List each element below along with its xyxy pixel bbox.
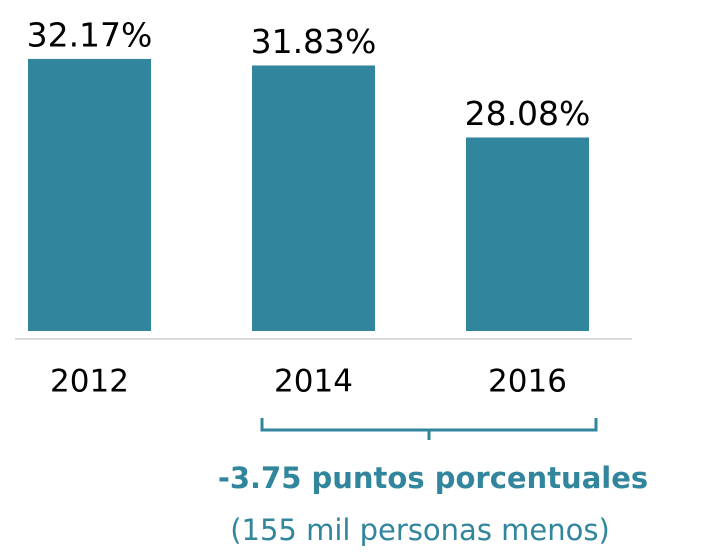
annotation-main: -3.75 puntos porcentuales: [218, 461, 648, 495]
bracket: [260, 418, 598, 440]
annotation-sub: (155 mil personas menos): [230, 513, 610, 547]
value-label: 28.08%: [465, 94, 591, 133]
x-tick-label: 2012: [50, 364, 129, 400]
bar: [466, 137, 589, 331]
value-label: 32.17%: [27, 15, 153, 54]
bar: [252, 65, 375, 332]
bar: [28, 58, 151, 331]
x-tick-label: 2014: [274, 364, 353, 400]
x-tick-label: 2016: [488, 364, 567, 400]
value-label: 31.83%: [251, 22, 377, 61]
